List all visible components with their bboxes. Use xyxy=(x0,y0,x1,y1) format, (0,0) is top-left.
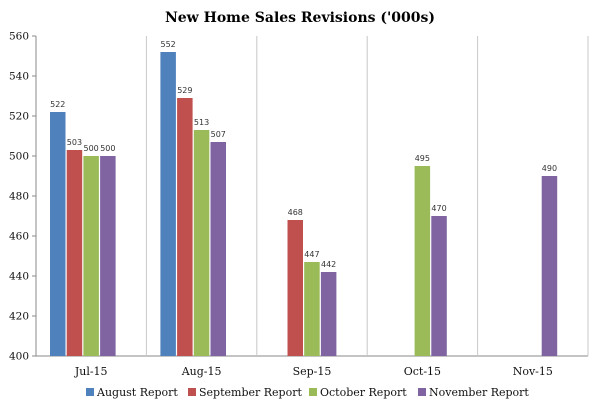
x-tick-label: Aug-15 xyxy=(181,365,222,378)
legend-swatch xyxy=(188,388,196,396)
data-label: 500 xyxy=(100,144,115,153)
bar-august-report-jul-15 xyxy=(50,112,66,356)
bar-september-report-jul-15 xyxy=(66,150,83,356)
data-label: 495 xyxy=(415,154,430,163)
data-label: 490 xyxy=(542,164,557,173)
y-tick-label: 540 xyxy=(9,71,29,83)
data-label: 442 xyxy=(321,260,336,269)
legend-label: August Report xyxy=(96,386,178,399)
bar-november-report-nov-15 xyxy=(541,176,558,356)
bar-november-report-oct-15 xyxy=(431,216,447,356)
y-axis-ticks: 400 420 440 460 480 500 520 540 560 xyxy=(9,31,36,363)
x-tick-label: Jul-15 xyxy=(74,365,108,378)
legend-label: October Report xyxy=(320,386,407,399)
y-tick-label: 480 xyxy=(9,191,29,203)
legend: August Report September Report October Rep… xyxy=(86,386,529,399)
y-tick-label: 420 xyxy=(9,311,29,323)
data-label: 470 xyxy=(431,204,446,213)
legend-label: September Report xyxy=(199,386,302,399)
legend-label: November Report xyxy=(429,386,529,399)
data-label: 522 xyxy=(50,100,65,109)
data-label: 503 xyxy=(67,138,82,147)
x-tick-label: Nov-15 xyxy=(513,365,553,378)
bar-october-report-jul-15 xyxy=(83,156,99,356)
bar-november-report-jul-15 xyxy=(100,156,116,356)
data-label: 529 xyxy=(177,86,192,95)
bar-november-report-sep-15 xyxy=(320,272,337,356)
bar-september-report-sep-15 xyxy=(287,220,303,356)
chart-title: New Home Sales Revisions ('000s) xyxy=(165,10,435,26)
y-tick-label: 400 xyxy=(9,351,29,363)
legend-swatch xyxy=(309,388,317,396)
y-tick-label: 460 xyxy=(9,231,29,243)
data-label: 552 xyxy=(161,40,176,49)
bar-october-report-oct-15 xyxy=(414,166,431,356)
bar-october-report-sep-15 xyxy=(304,262,320,356)
legend-swatch xyxy=(418,388,426,396)
x-tick-label: Sep-15 xyxy=(293,365,332,378)
bars xyxy=(50,52,558,356)
bar-september-report-aug-15 xyxy=(177,98,193,356)
y-tick-label: 560 xyxy=(9,31,29,43)
data-label: 500 xyxy=(84,144,99,153)
y-tick-label: 520 xyxy=(9,111,29,123)
bar-august-report-aug-15 xyxy=(160,52,176,356)
bar-october-report-aug-15 xyxy=(193,130,210,356)
data-label: 468 xyxy=(288,208,303,217)
grid xyxy=(35,36,589,357)
bar-november-report-aug-15 xyxy=(210,142,226,356)
y-tick-label: 500 xyxy=(9,151,29,163)
y-tick-label: 440 xyxy=(9,271,29,283)
x-tick-label: Oct-15 xyxy=(404,365,441,378)
legend-swatch xyxy=(86,388,94,396)
data-label: 507 xyxy=(211,130,226,139)
data-label: 513 xyxy=(194,118,209,127)
data-label: 447 xyxy=(304,250,319,259)
x-axis-categories: Jul-15 Aug-15 Sep-15 Oct-15 Nov-15 xyxy=(74,365,553,378)
